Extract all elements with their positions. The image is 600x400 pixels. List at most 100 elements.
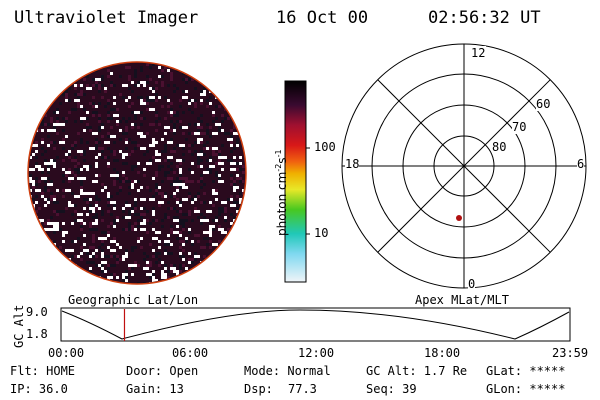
- uv-pixel: [134, 117, 137, 120]
- uv-pixel: [98, 60, 101, 63]
- uv-bright-pixel: [83, 249, 89, 252]
- uv-bright-pixel: [116, 219, 119, 222]
- uv-pixel: [179, 240, 182, 243]
- uv-pixel: [98, 117, 101, 120]
- uv-pixel: [62, 147, 65, 150]
- uv-pixel: [68, 180, 71, 183]
- uv-pixel: [167, 276, 170, 279]
- uv-pixel: [125, 138, 128, 141]
- uv-pixel: [26, 78, 29, 81]
- uv-pixel: [197, 117, 200, 120]
- uv-pixel: [59, 102, 62, 105]
- uv-pixel: [71, 171, 74, 174]
- uv-bright-pixel: [227, 249, 230, 252]
- uv-pixel: [185, 240, 188, 243]
- uv-bright-pixel: [110, 276, 113, 279]
- uv-pixel: [101, 183, 104, 186]
- uv-pixel: [35, 255, 38, 258]
- uv-pixel: [200, 174, 203, 177]
- uv-pixel: [47, 198, 50, 201]
- uv-bright-pixel: [122, 276, 125, 279]
- uv-pixel: [239, 225, 242, 228]
- uv-bright-pixel: [215, 123, 221, 126]
- uv-bright-pixel: [83, 234, 86, 237]
- uv-pixel: [26, 111, 29, 114]
- uv-pixel: [227, 117, 230, 120]
- uv-pixel: [56, 201, 59, 204]
- uv-pixel: [74, 66, 77, 69]
- uv-pixel: [110, 222, 113, 225]
- uv-pixel: [176, 186, 179, 189]
- uv-bright-pixel: [53, 165, 56, 168]
- uv-pixel: [197, 192, 200, 195]
- uv-pixel: [74, 120, 77, 123]
- uv-bright-pixel: [203, 219, 209, 222]
- uv-pixel: [179, 267, 182, 270]
- uv-bright-pixel: [68, 204, 71, 207]
- uv-pixel: [221, 114, 224, 117]
- uv-pixel: [212, 153, 215, 156]
- uv-bright-pixel: [224, 84, 227, 87]
- mlt-label-18: 18: [345, 157, 360, 171]
- uv-bright-pixel: [71, 222, 74, 225]
- uv-pixel: [35, 177, 38, 180]
- uv-pixel: [53, 87, 56, 90]
- uv-pixel: [236, 252, 239, 255]
- uv-bright-pixel: [167, 156, 170, 159]
- uv-bright-pixel: [128, 216, 131, 219]
- uv-pixel: [152, 255, 155, 258]
- uv-bright-pixel: [245, 105, 248, 108]
- uv-pixel: [203, 132, 206, 135]
- uv-bright-pixel: [143, 168, 146, 171]
- uv-bright-pixel: [146, 162, 152, 165]
- uv-pixel: [209, 135, 212, 138]
- uv-pixel: [41, 171, 44, 174]
- uv-pixel: [113, 150, 116, 153]
- uv-pixel: [194, 123, 197, 126]
- uv-pixel: [113, 60, 116, 63]
- uv-bright-pixel: [53, 228, 59, 231]
- status-gain: Gain: 13: [126, 382, 184, 396]
- uv-bright-pixel: [137, 189, 140, 192]
- uv-bright-pixel: [92, 222, 98, 225]
- uv-pixel: [170, 264, 173, 267]
- uv-pixel: [131, 102, 134, 105]
- uv-pixel: [29, 129, 32, 132]
- uv-pixel: [50, 69, 53, 72]
- uv-pixel: [200, 126, 203, 129]
- colorbar-label-exp2: -1: [274, 149, 283, 158]
- uv-pixel: [173, 180, 176, 183]
- uv-bright-pixel: [122, 255, 128, 258]
- uv-pixel: [35, 105, 38, 108]
- uv-pixel: [68, 264, 71, 267]
- uv-pixel: [185, 282, 188, 283]
- uv-pixel: [32, 222, 35, 225]
- uv-pixel: [200, 222, 203, 225]
- uv-pixel: [35, 81, 38, 84]
- uv-pixel: [89, 276, 92, 279]
- uv-pixel: [65, 69, 68, 72]
- uv-pixel: [149, 261, 152, 264]
- uv-bright-pixel: [182, 96, 188, 99]
- uv-pixel: [80, 285, 83, 286]
- uv-bright-pixel: [65, 189, 68, 192]
- uv-pixel: [170, 72, 173, 75]
- uv-bright-pixel: [149, 144, 152, 147]
- uv-pixel: [50, 261, 53, 264]
- uv-bright-pixel: [101, 189, 104, 192]
- uv-pixel: [239, 180, 242, 183]
- uv-bright-pixel: [56, 111, 59, 114]
- uv-bright-pixel: [32, 183, 35, 186]
- uv-pixel: [35, 252, 38, 255]
- uv-pixel: [239, 276, 242, 279]
- uv-pixel: [143, 174, 146, 177]
- uv-bright-pixel: [215, 87, 218, 90]
- uv-pixel: [158, 60, 161, 63]
- uv-pixel: [32, 237, 35, 240]
- uv-bright-pixel: [125, 279, 128, 282]
- uv-pixel: [218, 159, 221, 162]
- uv-pixel: [65, 96, 68, 99]
- uv-bright-pixel: [122, 153, 125, 156]
- uv-bright-pixel: [182, 198, 188, 201]
- uv-pixel: [32, 216, 35, 219]
